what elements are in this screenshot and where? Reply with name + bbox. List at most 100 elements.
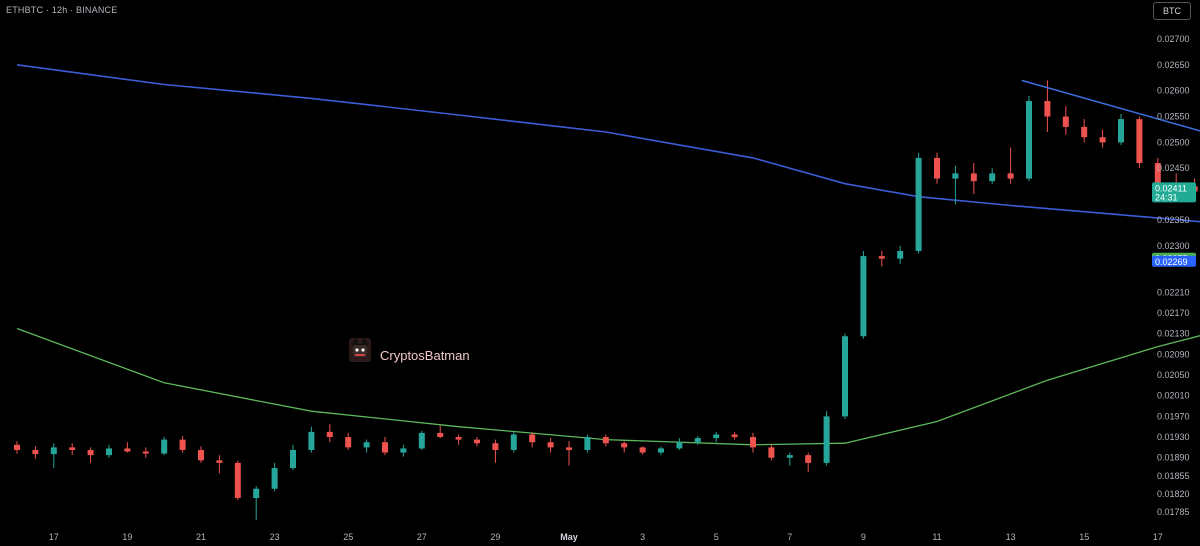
candle-body: [750, 437, 756, 448]
candle-body: [805, 455, 812, 463]
candle: [1062, 106, 1069, 135]
x-tick-label: 29: [490, 532, 500, 542]
candle-body: [14, 444, 20, 450]
candle: [234, 460, 241, 501]
x-tick-label: 25: [343, 532, 353, 542]
y-tick-label: 0.02050: [1157, 370, 1190, 380]
price-badge-bg: [1152, 255, 1196, 267]
candle: [602, 434, 609, 447]
candle-body: [970, 173, 977, 182]
candle-body: [50, 447, 57, 455]
candle-body: [1118, 119, 1124, 143]
x-tick-label: 19: [122, 532, 132, 542]
candle-body: [198, 449, 204, 461]
candle-body: [510, 434, 517, 450]
candle: [768, 444, 775, 461]
candle: [455, 434, 462, 445]
x-tick-label: 17: [1153, 532, 1163, 542]
watermark-text: CryptosBatman: [380, 348, 470, 363]
candle-body: [897, 250, 904, 259]
candle: [106, 444, 112, 458]
candle-body: [87, 449, 94, 456]
ma-green-line: [16, 327, 1200, 446]
time-axis[interactable]: 17192123252729May35791113151719212325272…: [49, 532, 1200, 542]
candle: [308, 426, 315, 453]
y-tick-label: 0.02010: [1157, 391, 1190, 401]
price-axis[interactable]: 0.02700 0.02650 0.02600 0.02550 0.02500 0.024…: [1157, 34, 1190, 517]
y-tick-label: 0.01970: [1157, 411, 1190, 421]
candle: [529, 431, 536, 448]
candle-body: [32, 449, 39, 455]
candle-body: [1136, 119, 1143, 164]
candle-body: [142, 451, 149, 454]
moving-averages: [16, 64, 1200, 446]
y-tick-label: 0.02700: [1157, 34, 1190, 44]
candle-body: [731, 434, 738, 438]
x-tick-label: 13: [1006, 532, 1016, 542]
y-tick-label: 0.02450: [1157, 163, 1190, 173]
candle: [87, 447, 94, 463]
price-badge-countdown: 24:31: [1155, 192, 1178, 202]
candle: [621, 441, 628, 453]
candle: [878, 250, 885, 267]
candle: [952, 165, 959, 205]
y-tick-label: 0.01930: [1157, 432, 1190, 442]
candle-body: [492, 443, 499, 450]
y-tick-label: 0.02210: [1157, 287, 1190, 297]
x-tick-label: 27: [417, 532, 427, 542]
candle-body: [308, 431, 315, 450]
annotations: [1021, 79, 1200, 132]
candle-body: [400, 448, 407, 453]
candle-body: [418, 432, 425, 449]
candle-body: [1081, 126, 1088, 138]
candle-body: [290, 449, 296, 469]
candle: [676, 438, 683, 450]
candle-body: [823, 416, 830, 463]
candle-body: [455, 437, 462, 440]
candle: [1026, 95, 1032, 182]
candle: [400, 444, 407, 457]
candle-body: [1154, 163, 1161, 184]
y-tick-label: 0.02650: [1157, 60, 1190, 70]
candle: [658, 446, 664, 456]
candle: [1044, 80, 1051, 133]
price-badge-value: 0.02411: [1155, 183, 1187, 193]
candle-body: [768, 447, 775, 458]
candle-body: [915, 157, 922, 251]
candle: [786, 452, 793, 466]
x-tick-label: 15: [1079, 532, 1089, 542]
candle: [14, 441, 20, 454]
candle-body: [842, 336, 848, 417]
candle: [750, 432, 756, 453]
y-tick-label: 0.01855: [1157, 471, 1190, 481]
currency-button[interactable]: BTC: [1153, 2, 1191, 20]
candle: [805, 452, 812, 473]
candle-body: [363, 442, 370, 448]
candle: [915, 152, 922, 254]
candle: [639, 446, 646, 455]
candle-body: [860, 256, 867, 337]
candle-body: [1099, 137, 1106, 143]
candle: [860, 250, 867, 339]
y-tick-label: 0.02550: [1157, 112, 1190, 122]
candle: [326, 424, 333, 443]
y-tick-label: 0.02350: [1157, 215, 1190, 225]
x-tick-label: 9: [861, 532, 866, 542]
candle-body: [602, 437, 609, 444]
candle: [345, 432, 352, 450]
candle-body: [179, 439, 186, 450]
candle-body: [437, 432, 444, 438]
y-tick-label: 0.02600: [1157, 86, 1190, 96]
candle: [271, 462, 278, 492]
x-tick-label: May: [560, 532, 578, 542]
candle-body: [529, 434, 536, 443]
candle-body: [234, 462, 241, 499]
candle: [50, 443, 57, 469]
price-badge: 0.02269: [1152, 255, 1196, 267]
candle: [823, 411, 830, 466]
y-tick-label: 0.02170: [1157, 308, 1190, 318]
y-tick-label: 0.01820: [1157, 489, 1190, 499]
candles: [14, 80, 1198, 520]
y-tick-label: 0.02090: [1157, 349, 1190, 359]
